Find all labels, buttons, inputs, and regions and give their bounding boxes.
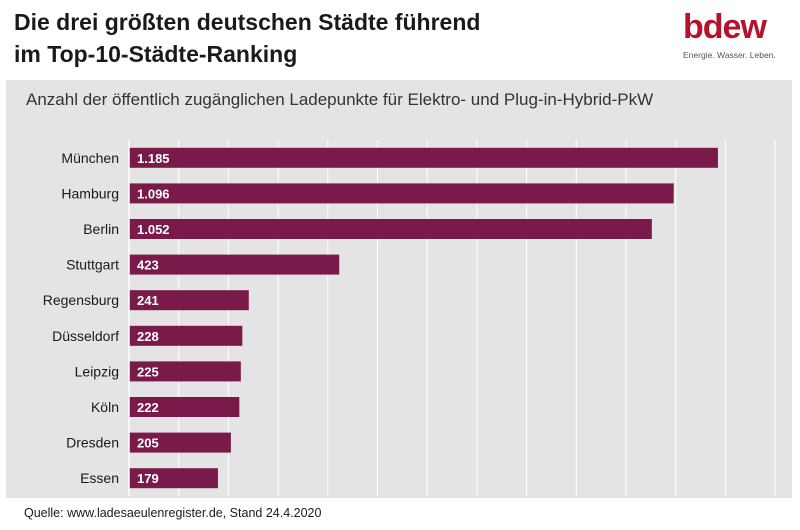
chart-title: Die drei größten deutschen Städte führen…: [14, 6, 614, 70]
category-label: Dresden: [66, 435, 119, 451]
value-label: 1.096: [137, 186, 170, 201]
category-label: Regensburg: [43, 292, 119, 308]
value-label: 222: [137, 400, 159, 415]
source-note: Quelle: www.ladesaeulenregister.de, Stan…: [24, 506, 322, 520]
logo-wordmark: bdew: [683, 8, 767, 46]
value-label: 228: [137, 329, 159, 344]
bar: [129, 325, 243, 346]
bar: [129, 183, 674, 204]
category-label: Hamburg: [61, 185, 119, 201]
bar: [129, 290, 249, 311]
bar: [129, 397, 240, 417]
category-label: Stuttgart: [66, 257, 119, 273]
bar: [129, 468, 218, 489]
category-label: Berlin: [83, 221, 119, 237]
bar: [129, 254, 340, 275]
value-label: 241: [137, 293, 159, 308]
bar: [129, 147, 718, 168]
category-label: Leipzig: [75, 363, 119, 379]
chart-subtitle: Anzahl der öffentlich zugänglichen Ladep…: [26, 90, 654, 109]
value-label: 225: [137, 364, 159, 379]
value-label: 423: [137, 258, 159, 273]
bdew-logo: bdew Energie. Wasser. Leben.: [683, 10, 793, 70]
value-label: 1.052: [137, 222, 170, 237]
value-label: 205: [137, 436, 159, 451]
category-label: Essen: [80, 470, 119, 486]
chart-title-line-1: Die drei größten deutschen Städte führen…: [14, 9, 481, 35]
category-label: Düsseldorf: [52, 328, 119, 344]
bar: [129, 361, 241, 382]
bar: [129, 432, 231, 453]
chart-title-line-2: im Top-10-Städte-Ranking: [14, 41, 298, 67]
logo-tagline: Energie. Wasser. Leben.: [683, 50, 776, 60]
category-label: Köln: [91, 399, 119, 415]
bar: [129, 219, 652, 239]
value-label: 1.185: [137, 151, 170, 166]
category-label: München: [61, 150, 119, 166]
value-label: 179: [137, 471, 159, 486]
